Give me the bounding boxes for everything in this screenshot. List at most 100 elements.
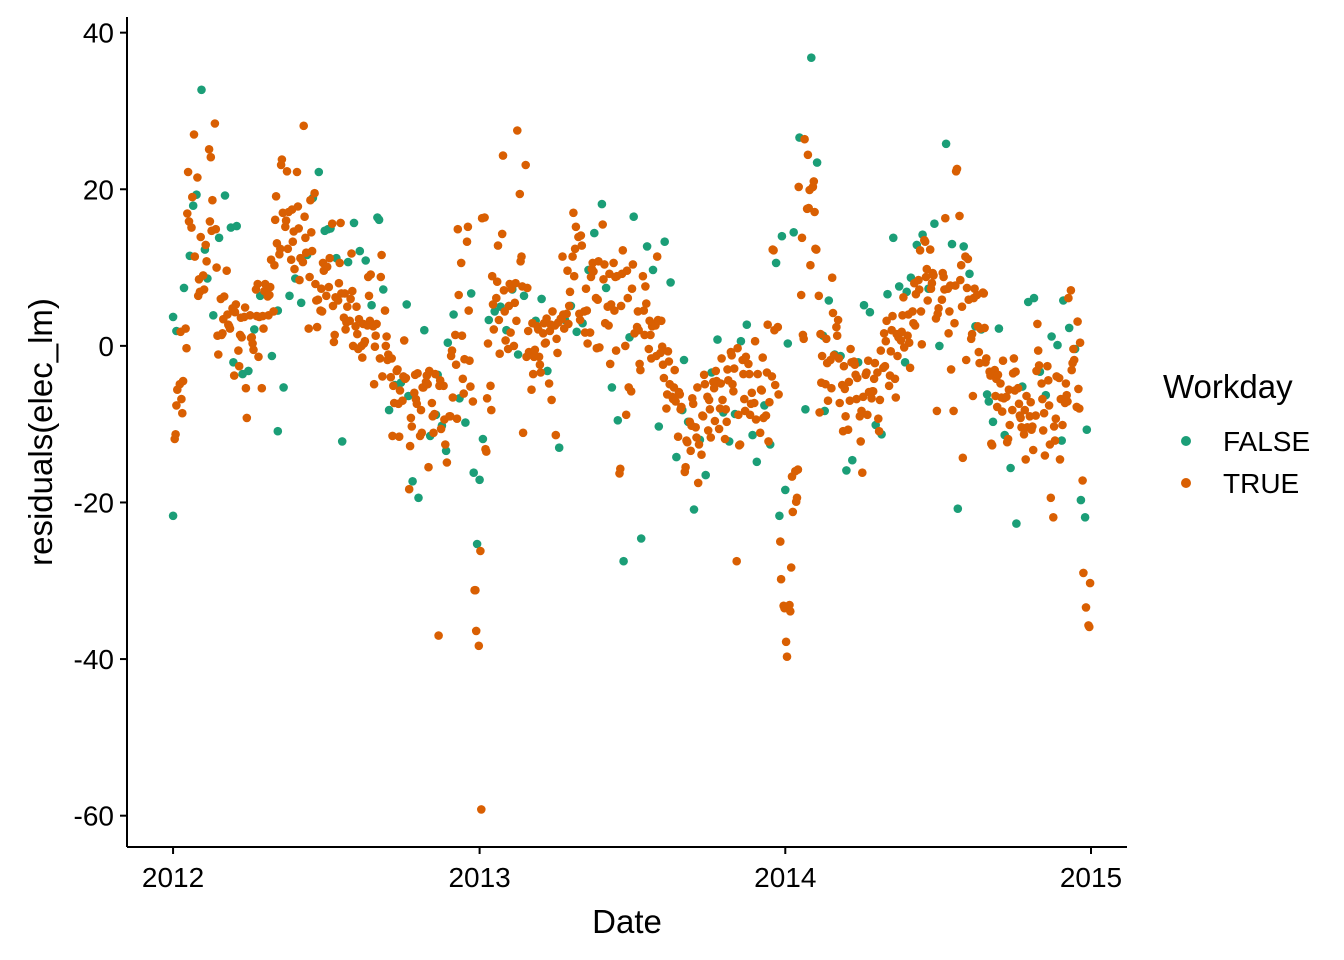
data-point [881,336,891,346]
data-point [442,458,452,467]
data-point [569,208,578,218]
data-point [407,422,417,431]
data-point [704,395,714,405]
data-point [554,443,564,453]
data-point [745,410,755,420]
data-point [927,278,937,288]
data-point [317,284,326,294]
data-point [1028,422,1037,431]
data-point [543,366,552,376]
data-point [172,401,181,410]
data-point [1031,411,1040,420]
data-point [833,315,843,325]
data-point [253,279,262,289]
data-point [890,374,900,384]
legend-key-false [1181,436,1191,446]
data-point [378,372,387,381]
data-point [208,195,217,205]
data-point [366,270,376,279]
data-point [1037,379,1046,388]
data-point [188,192,197,202]
data-point [1040,451,1050,460]
data-point [774,390,783,399]
data-point [1029,293,1039,303]
data-point [1019,430,1029,439]
data-point [286,255,296,264]
data-point [753,369,762,379]
data-point [222,266,231,276]
data-point [732,556,741,566]
data-point [327,219,337,228]
data-point [800,134,809,144]
data-point [675,390,685,399]
data-point [353,329,362,339]
data-point [841,412,850,421]
data-point [1012,519,1021,528]
data-point [862,368,871,377]
data-point [974,347,984,357]
data-point [629,212,638,221]
data-point [673,432,683,442]
data-point [589,267,598,276]
data-point [434,631,443,640]
data-point [636,534,646,543]
data-point [1026,397,1035,407]
data-point [839,361,849,371]
data-point [190,252,200,261]
data-point [322,291,331,301]
data-point [466,382,475,391]
data-point [249,345,258,355]
x-axis-title: Date [592,903,662,940]
legend-label-false: FALSE [1223,426,1310,457]
data-point [733,343,742,353]
data-point [269,307,278,316]
data-point [370,342,380,352]
data-point [1016,413,1025,423]
data-point [267,351,277,361]
data-point [528,369,538,379]
data-point [752,457,762,467]
data-point [241,383,251,393]
data-point [488,300,498,309]
data-point [1067,365,1076,375]
data-point [1082,425,1092,435]
data-point [755,428,765,438]
data-point [518,428,528,438]
data-point [934,304,943,313]
data-point [827,383,836,393]
x-tick-label: 2015 [1060,862,1122,893]
data-point [613,416,623,425]
data-point [489,325,499,334]
data-point [693,478,703,488]
data-point [1069,355,1079,365]
data-point [1005,420,1014,430]
data-point [709,383,719,393]
data-point [823,396,833,406]
data-point [1033,319,1042,329]
data-point [672,452,681,462]
data-point [953,504,963,513]
data-point [1020,405,1030,415]
data-point [891,393,901,402]
data-point [439,381,448,391]
data-point [306,195,315,205]
data-point [717,354,726,363]
data-point [178,376,188,386]
data-point [686,446,695,456]
data-point [1079,568,1088,578]
data-point [595,343,604,352]
data-point [788,507,798,517]
data-point [628,260,638,269]
data-point [619,556,628,566]
data-point [601,283,611,293]
data-point [413,369,422,378]
data-point [915,285,924,294]
data-point [916,307,926,316]
data-point [340,289,350,298]
data-point [693,383,702,392]
data-point [698,412,708,421]
data-point [182,343,191,353]
data-point [472,539,482,549]
data-point [244,366,253,376]
data-point [299,121,309,131]
